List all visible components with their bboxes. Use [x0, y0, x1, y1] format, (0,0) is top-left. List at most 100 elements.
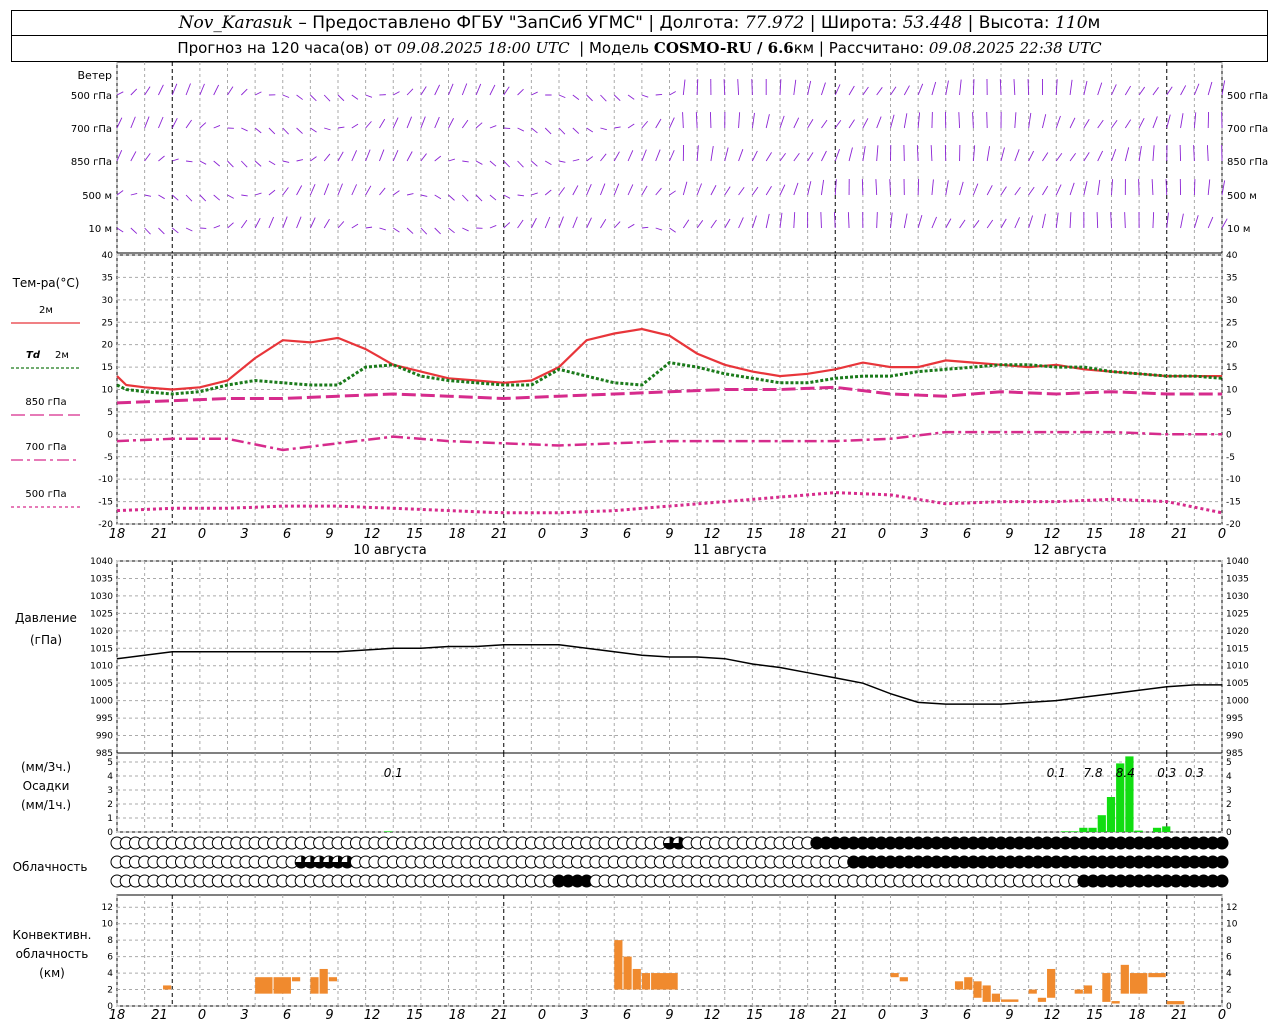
- convective-bar: [890, 973, 899, 978]
- convective-bar: [991, 993, 1000, 1002]
- wind-barb: [986, 185, 993, 196]
- wind-barb: [1138, 145, 1142, 162]
- convective-bar: [255, 977, 273, 994]
- hour-tick-label: 21: [831, 527, 848, 542]
- hour-tick-label: 15: [1086, 527, 1103, 542]
- wind-barb: [586, 156, 594, 162]
- pressure-tick-left: 1010: [90, 662, 113, 672]
- wind-barb: [793, 212, 796, 229]
- temperature-tick-right: -15: [1226, 498, 1241, 508]
- wind-barb: [199, 194, 207, 202]
- pressure-tick-right: 1020: [1226, 627, 1249, 637]
- wind-barb: [847, 212, 850, 229]
- wind-barb: [627, 123, 635, 129]
- wind-barb: [309, 184, 316, 196]
- convective-tick-left: 4: [107, 969, 113, 979]
- legend-label: 500 гПа: [25, 489, 66, 500]
- wind-barb: [517, 88, 524, 96]
- wind-barb: [669, 91, 676, 96]
- temperature-tick-left: 30: [102, 296, 114, 306]
- convective-bar: [291, 977, 301, 982]
- wind-barb: [765, 185, 772, 196]
- wind-barb: [351, 150, 358, 162]
- convective-bar: [1129, 973, 1148, 994]
- wind-barb: [1055, 212, 1059, 229]
- wind-barb: [1193, 145, 1195, 162]
- wind-barb: [917, 112, 921, 129]
- wind-barb: [296, 216, 302, 229]
- precip-title: Осадки: [23, 779, 70, 793]
- wind-barb: [558, 216, 564, 229]
- wind-barb: [848, 85, 855, 96]
- pressure-tick-left: 1015: [90, 644, 113, 654]
- hour-tick-label: 18: [449, 527, 466, 542]
- wind-barb: [710, 219, 717, 229]
- wind-barb: [613, 221, 621, 229]
- wind-level-label-right: 850 гПа: [1227, 157, 1268, 168]
- wind-barb: [1014, 217, 1020, 229]
- hour-tick-label-bottom: 15: [1086, 1008, 1103, 1023]
- convective-tick-right: 4: [1226, 969, 1232, 979]
- wind-level-label-right: 500 м: [1227, 191, 1257, 202]
- temperature-tick-right: 0: [1226, 430, 1232, 440]
- pressure-tick-right: 1015: [1226, 644, 1249, 654]
- hour-tick-label: 18: [109, 527, 126, 542]
- hour-tick-label: 0: [198, 527, 206, 542]
- wind-barb: [723, 79, 726, 96]
- precip-unit-1h: (мм/1ч.): [21, 798, 71, 812]
- wind-barb: [669, 150, 675, 162]
- wind-barb: [1180, 85, 1187, 96]
- wind-barb: [820, 179, 825, 196]
- convective-title-2: облачность: [16, 947, 89, 961]
- pressure-tick-right: 1010: [1226, 662, 1249, 672]
- wind-barb: [999, 79, 1002, 96]
- precip-bar: [384, 831, 393, 832]
- wind-barb: [1110, 212, 1112, 229]
- convective-tick-left: 6: [107, 953, 113, 963]
- wind-barb: [1000, 218, 1007, 229]
- wind-barb: [503, 194, 511, 199]
- convective-tick-right: 6: [1226, 953, 1232, 963]
- wind-barb: [1028, 215, 1034, 229]
- precip-3h-label: 8.4: [1116, 766, 1135, 780]
- wind-barb: [406, 227, 414, 234]
- wind-barb: [600, 127, 607, 131]
- header-line-1: Nov_Karasuk – Предоставлено ФГБУ "ЗапСиб…: [11, 10, 1268, 36]
- wind-barb: [392, 117, 399, 129]
- wind-barb: [337, 94, 345, 102]
- wind-barb: [310, 156, 317, 162]
- wind-barb: [282, 216, 288, 229]
- precip-tick-left: 5: [107, 758, 113, 768]
- wind-barb: [1180, 213, 1184, 229]
- temperature-tick-right: -10: [1226, 475, 1241, 485]
- temperature-tick-left: 20: [102, 341, 114, 351]
- header-line-2: Прогноз на 120 часа(ов) от 09.08.2025 18…: [11, 36, 1268, 62]
- wind-barb: [116, 227, 124, 233]
- wind-barb: [1069, 212, 1072, 229]
- wind-barb: [158, 227, 165, 235]
- convective-title-1: Конвективн.: [13, 928, 92, 942]
- convective-bar: [614, 940, 623, 990]
- wind-barb: [751, 215, 757, 229]
- wind-barb: [973, 220, 980, 229]
- wind-barb: [310, 127, 317, 133]
- wind-barb: [1152, 145, 1155, 162]
- wind-barb: [890, 86, 897, 96]
- temperature-tick-right: 40: [1226, 251, 1238, 261]
- wind-barb: [752, 186, 759, 196]
- wind-barb: [116, 91, 124, 96]
- wind-barb: [959, 79, 962, 96]
- wind-barb: [1069, 152, 1077, 162]
- model-name: COSMO-RU / 6.6: [653, 39, 794, 57]
- wind-barb: [240, 160, 248, 168]
- wind-barb: [972, 79, 975, 96]
- wind-barb: [448, 227, 455, 234]
- temperature-tick-right: 5: [1226, 408, 1232, 418]
- hour-tick-label-bottom: 21: [831, 1008, 848, 1023]
- wind-barb: [1041, 213, 1046, 229]
- pressure-tick-left: 985: [96, 749, 113, 759]
- temperature-tick-right: 25: [1226, 318, 1237, 328]
- wind-barb: [586, 217, 592, 229]
- wind-barb: [738, 187, 745, 196]
